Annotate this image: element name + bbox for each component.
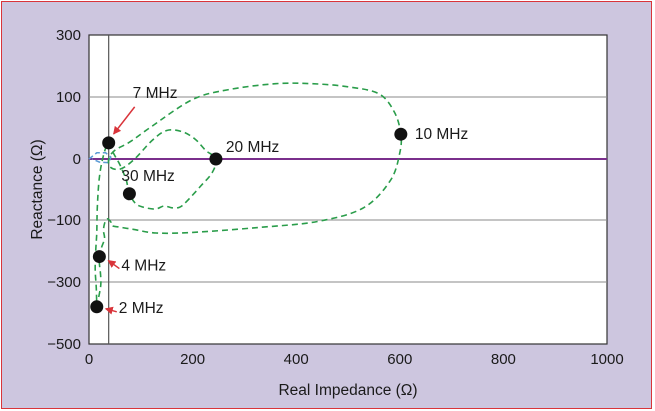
y-tick-label: −500 [47, 336, 81, 353]
point-label: 4 MHz [121, 258, 166, 275]
y-tick-label: 100 [56, 89, 81, 106]
x-tick-label: 800 [491, 351, 516, 368]
x-tick-label: 1000 [590, 351, 623, 368]
data-point [102, 136, 116, 150]
blue-trace-segment [88, 152, 112, 164]
point-label: 2 MHz [119, 300, 164, 317]
x-tick-label: 0 [85, 351, 93, 368]
x-axis-title: Real Impedance (Ω) [278, 382, 417, 399]
x-tick-label: 400 [284, 351, 309, 368]
point-label: 7 MHz [133, 85, 178, 102]
annotation-arrow [104, 306, 117, 315]
y-axis-title: Reactance (Ω) [29, 139, 46, 239]
x-tick-label: 600 [387, 351, 412, 368]
data-point [122, 187, 136, 201]
point-label: 20 MHz [226, 139, 279, 156]
point-label: 30 MHz [121, 168, 174, 185]
y-tick-label: 0 [73, 151, 81, 168]
data-point [92, 250, 106, 264]
point-label: 10 MHz [415, 126, 468, 143]
y-tick-label: 300 [56, 27, 81, 44]
annotation-arrow [113, 106, 136, 135]
impedance-trace [94, 82, 403, 307]
y-tick-label: −300 [47, 274, 81, 291]
y-tick-label: −100 [47, 212, 81, 229]
annotation-arrow [107, 259, 120, 270]
data-point [209, 152, 223, 166]
data-point [90, 300, 104, 314]
data-point [394, 127, 408, 141]
x-tick-label: 200 [180, 351, 205, 368]
plot-area [88, 34, 608, 345]
